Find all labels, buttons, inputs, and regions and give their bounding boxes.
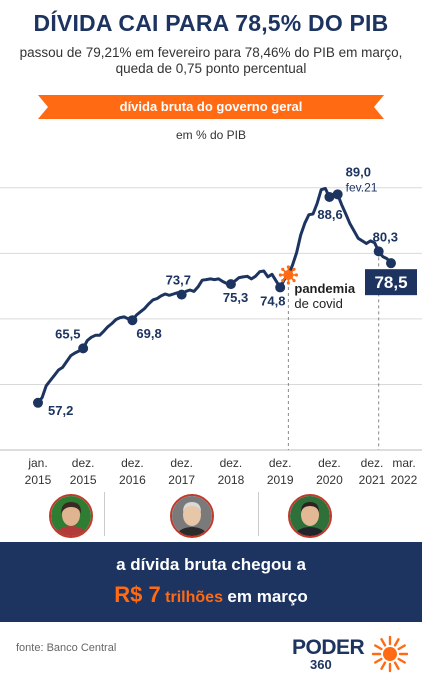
data-label: 74,8: [260, 293, 285, 308]
logo-number: 360: [310, 657, 332, 672]
unit-label: em % do PIB: [175, 128, 247, 142]
data-point: [324, 191, 335, 202]
data-label: 65,5: [55, 326, 80, 341]
x-tick-label: dez.: [361, 456, 384, 470]
photo-divider: [104, 492, 105, 536]
x-tick-label: jan.: [27, 456, 47, 470]
president-photo-icon: [51, 496, 91, 536]
x-tick-label: mar.: [392, 456, 415, 470]
x-tick-label: 2016: [119, 473, 146, 487]
x-tick-label: 2015: [25, 473, 52, 487]
x-tick-label: dez.: [220, 456, 243, 470]
logo-name: PODER: [292, 636, 365, 659]
x-tick-label: 2018: [218, 473, 245, 487]
data-point: [275, 282, 286, 293]
x-tick-label: 2017: [168, 473, 195, 487]
subtitle-line-2: queda de 0,75 ponto percentual: [115, 61, 307, 76]
data-label: 80,3: [373, 229, 398, 244]
x-tick-label: dez.: [318, 456, 341, 470]
president-photo-icon: [172, 496, 212, 536]
page-subtitle: passou de 79,21% em fevereiro para 78,46…: [10, 45, 412, 77]
photo-divider: [258, 492, 259, 536]
highlight-banner: [0, 542, 422, 622]
data-label: 89,0: [346, 164, 371, 179]
x-tick-label: 2022: [391, 473, 418, 487]
president-photo-icon: [290, 496, 330, 536]
highlight-box: [365, 269, 417, 296]
x-tick-label: 2020: [316, 473, 343, 487]
data-point: [176, 289, 187, 300]
sun-logo-icon: [371, 635, 409, 673]
x-tick-label: 2019: [267, 473, 294, 487]
data-point: [373, 246, 384, 257]
banner-unit: trilhões: [165, 589, 223, 606]
banner-text: a dívida bruta chegou a: [116, 555, 306, 574]
virus-icon: [278, 265, 298, 285]
banner-amount: R$ 7: [114, 582, 161, 607]
data-sublabel: fev.21: [346, 180, 378, 194]
data-label: 73,7: [166, 273, 191, 288]
chart-title: dívida bruta do governo geral: [119, 99, 303, 114]
annotation-line-1: pandemia: [294, 281, 355, 296]
data-label: 57,2: [48, 403, 73, 418]
data-point: [127, 315, 138, 326]
x-tick-label: 2021: [359, 473, 386, 487]
data-point: [33, 397, 43, 408]
president-photo-2: [170, 494, 214, 538]
chart-title-ribbon: [38, 95, 384, 119]
x-tick-label: 2015: [70, 473, 97, 487]
data-point: [386, 258, 396, 269]
data-label: 88,6: [317, 207, 342, 222]
annotation-line-2: de covid: [294, 296, 342, 311]
subtitle-line-1: passou de 79,21% em fevereiro para 78,46…: [19, 45, 403, 60]
x-tick-label: dez.: [72, 456, 95, 470]
data-point: [78, 343, 89, 354]
page-title: DÍVIDA CAI PARA 78,5% DO PIB: [33, 10, 389, 36]
source-note: fonte: Banco Central: [16, 642, 117, 654]
x-tick-label: dez.: [121, 456, 144, 470]
banner-rest: em março: [227, 587, 308, 606]
x-tick-label: dez.: [269, 456, 292, 470]
president-photo-1: [49, 494, 93, 538]
data-label: 78,5: [374, 273, 407, 292]
data-point: [225, 279, 236, 290]
data-label: 75,3: [223, 290, 248, 305]
x-tick-label: dez.: [170, 456, 193, 470]
president-photo-3: [288, 494, 332, 538]
data-point: [332, 189, 343, 200]
data-label: 69,8: [136, 326, 161, 341]
banner-amount-line: R$ 7 trilhões em março: [0, 582, 422, 608]
